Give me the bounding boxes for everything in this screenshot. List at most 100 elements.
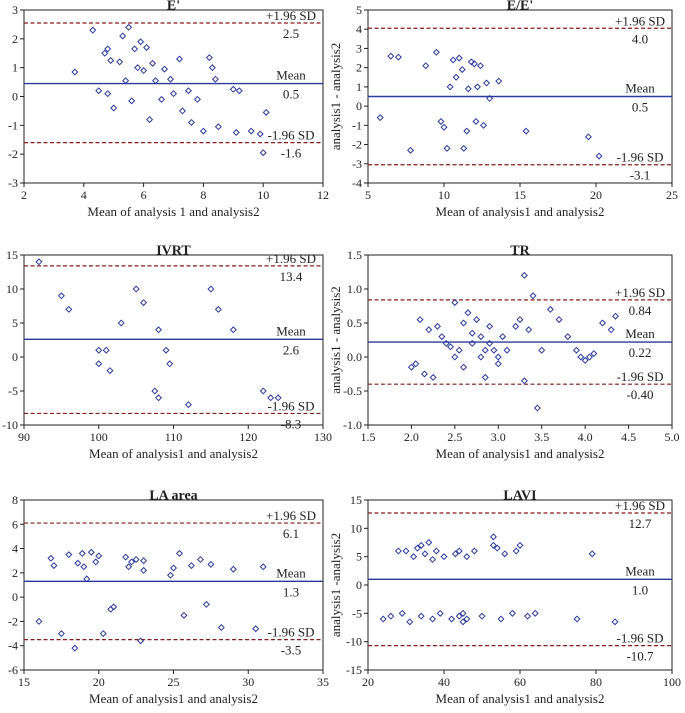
- data-point: [432, 547, 440, 555]
- data-point: [83, 575, 91, 583]
- data-point: [416, 316, 424, 324]
- data-point: [95, 87, 103, 95]
- mean-value: 1.0: [632, 582, 648, 597]
- data-point: [440, 123, 448, 131]
- mean-value: 1.3: [283, 584, 299, 599]
- data-point: [99, 630, 107, 638]
- lower-limit-value: -8.3: [281, 416, 302, 431]
- data-point: [155, 326, 163, 334]
- data-point: [455, 547, 463, 555]
- data-point: [167, 571, 175, 579]
- y-tick-label: 15: [6, 248, 18, 262]
- lower-limit-label: -1.96 SD: [617, 369, 664, 384]
- data-point: [425, 538, 433, 547]
- mean-label: Mean: [625, 326, 655, 341]
- data-point: [116, 58, 124, 66]
- x-tick-label: 2.5: [447, 430, 462, 444]
- x-tick-label: 25: [666, 188, 678, 202]
- data-point: [180, 611, 188, 619]
- x-axis-label: Mean of analysis1 and analysis2: [436, 691, 605, 706]
- y-tick-label: -4: [8, 639, 18, 653]
- data-point: [101, 49, 109, 57]
- y-tick-label: 1.5: [347, 248, 362, 262]
- y-tick-label: 10: [350, 521, 362, 535]
- data-point: [394, 547, 402, 555]
- data-point: [481, 373, 489, 381]
- data-point: [110, 603, 118, 611]
- y-tick-label: -0.5: [343, 384, 362, 398]
- data-point: [433, 322, 441, 330]
- data-point: [229, 85, 237, 93]
- x-tick-label: 1.5: [361, 430, 376, 444]
- y-tick-label: -2: [352, 138, 362, 152]
- y-tick-label: 0.5: [347, 316, 362, 330]
- data-point: [508, 609, 516, 617]
- x-tick-label: 130: [314, 430, 332, 444]
- y-tick-label: -1.0: [343, 418, 362, 432]
- data-point: [520, 271, 528, 279]
- mean-value: 0.22: [629, 345, 652, 360]
- data-point: [581, 356, 589, 364]
- data-point: [406, 618, 414, 626]
- data-point: [455, 346, 463, 354]
- y-tick-label: 1: [356, 80, 362, 94]
- y-tick-label: -2: [8, 614, 18, 628]
- data-point: [207, 285, 215, 293]
- data-point: [489, 541, 497, 549]
- data-point: [65, 305, 73, 313]
- x-tick-label: 20: [362, 675, 374, 689]
- data-point: [455, 54, 463, 62]
- mean-label: Mean: [276, 323, 306, 338]
- data-point: [612, 312, 620, 320]
- data-point: [35, 258, 43, 266]
- data-point: [529, 292, 537, 300]
- data-point: [187, 118, 195, 126]
- data-point: [211, 75, 219, 83]
- data-point: [35, 617, 43, 625]
- plot-frame: [367, 254, 673, 426]
- y-tick-label: 2: [12, 32, 18, 46]
- data-point: [247, 127, 255, 135]
- x-tick-label: 100: [663, 675, 681, 689]
- data-point: [413, 544, 421, 552]
- mean-label: Mean: [276, 565, 306, 580]
- x-tick-label: 5.0: [665, 430, 680, 444]
- data-point: [531, 609, 539, 617]
- data-point: [585, 353, 593, 361]
- data-point: [520, 377, 528, 385]
- data-point: [152, 77, 160, 85]
- y-tick-label: 0: [12, 350, 18, 364]
- data-point: [472, 117, 480, 125]
- x-tick-label: 12: [317, 188, 329, 202]
- data-point: [410, 553, 418, 561]
- y-tick-label: -3: [352, 157, 362, 171]
- data-point: [486, 322, 494, 330]
- lower-limit-label: -1.96 SD: [268, 398, 315, 413]
- upper-limit-label: +1.96 SD: [266, 251, 316, 266]
- data-point: [464, 309, 472, 317]
- chart-panel-2: E/E' 5 10 15 20 25 -4 -3 -2 -1 0 1 2 3 4 5 Mean of analy…: [328, 0, 678, 219]
- data-point: [463, 615, 471, 623]
- data-point: [460, 363, 468, 371]
- y-tick-label: -5: [352, 606, 362, 620]
- upper-limit-label: +1.96 SD: [266, 8, 316, 23]
- data-point: [486, 94, 494, 102]
- data-point: [196, 555, 204, 564]
- y-tick-label: -15: [346, 663, 362, 677]
- data-point: [468, 339, 476, 347]
- data-point: [128, 97, 136, 105]
- data-point: [259, 387, 267, 395]
- y-tick-label: 3: [356, 41, 362, 55]
- data-point: [407, 363, 415, 371]
- data-point: [74, 559, 82, 567]
- y-tick-label: 1.0: [347, 282, 362, 296]
- data-point: [595, 152, 603, 160]
- data-point: [590, 350, 598, 358]
- data-point: [486, 339, 494, 347]
- data-point: [214, 305, 222, 313]
- chart-title: E': [167, 0, 180, 14]
- x-tick-label: 15: [514, 188, 526, 202]
- data-point: [161, 65, 169, 73]
- x-tick-label: 6: [141, 188, 147, 202]
- y-axis-label: analysis1 - analysis2: [328, 43, 343, 151]
